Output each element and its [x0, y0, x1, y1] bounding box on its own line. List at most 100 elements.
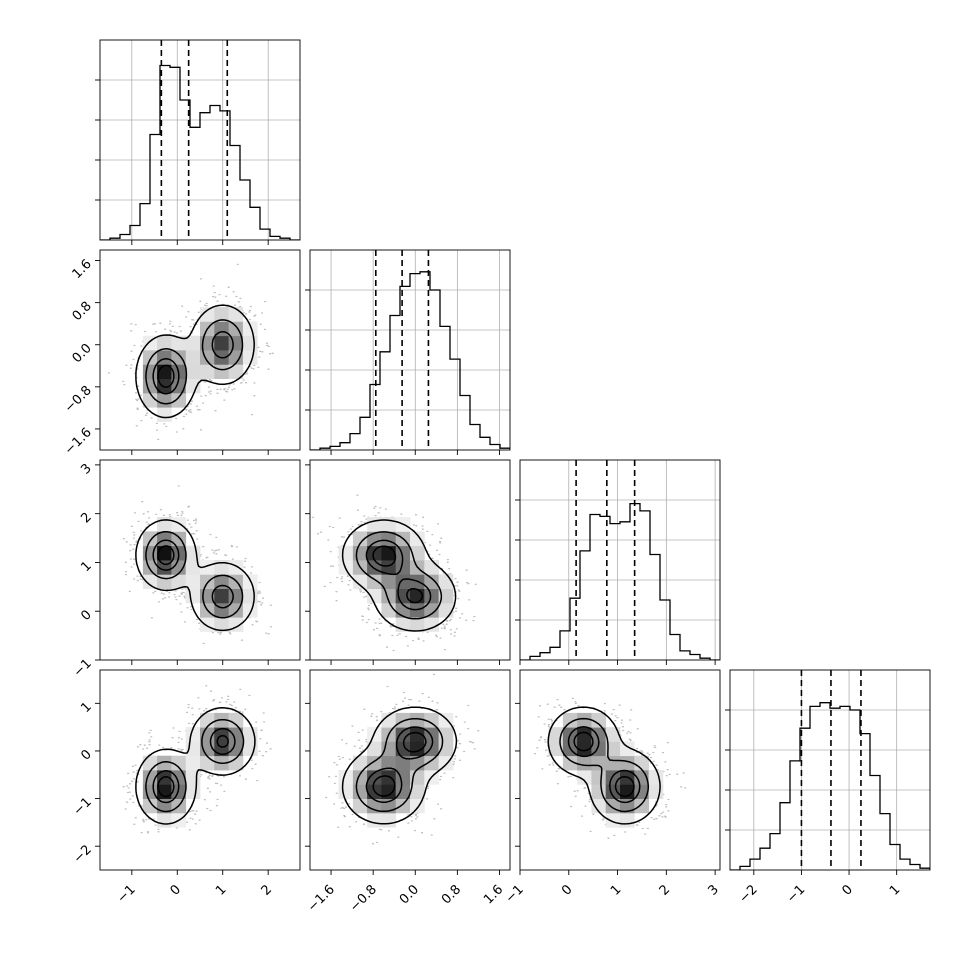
density-bin — [228, 364, 244, 379]
histogram-2 — [520, 502, 720, 660]
density-bin — [214, 307, 229, 322]
y-tick-label-3: 0 — [78, 747, 94, 763]
density-bin — [410, 784, 425, 799]
x-tick-label-2: −1 — [503, 882, 527, 906]
density-bin — [367, 798, 382, 814]
density-bin — [438, 588, 454, 604]
x-tick-label-2: 2 — [657, 882, 673, 898]
contour-line — [365, 539, 404, 576]
density-bin — [620, 784, 635, 799]
density-bin — [367, 741, 382, 757]
panel-frame — [99, 669, 301, 871]
contour-line — [152, 358, 180, 395]
density-bin — [424, 617, 439, 632]
contour-line — [145, 348, 188, 405]
panel-frame — [309, 459, 511, 661]
density-bin — [157, 335, 172, 351]
density-bin — [352, 798, 368, 814]
density-bin — [171, 517, 187, 532]
density-bin — [185, 545, 201, 561]
y-tick-label-2: 1 — [78, 559, 94, 575]
density-bin — [200, 364, 215, 379]
density-bin — [577, 770, 592, 785]
density-bin — [424, 755, 439, 771]
density-bin — [367, 560, 382, 575]
panel-2-2 — [520, 460, 720, 660]
panel-frame — [309, 669, 511, 871]
histogram-1 — [310, 271, 510, 450]
density-bin — [591, 770, 607, 785]
panel-1-0 — [107, 263, 274, 441]
contour-line — [135, 304, 255, 419]
density-bin — [352, 784, 368, 799]
x-tick-label-3: 0 — [839, 882, 855, 898]
x-tick-label-0: 1 — [213, 882, 229, 898]
contour-line — [216, 734, 229, 748]
contour-line — [355, 717, 444, 813]
density-bin — [142, 531, 158, 547]
density-bin — [395, 741, 411, 757]
contour-line — [135, 519, 255, 632]
density-bin — [157, 812, 172, 828]
density-bin — [228, 741, 244, 757]
density-bin — [242, 741, 258, 757]
density-bin — [200, 560, 215, 575]
density-bin — [214, 588, 229, 604]
density-bin — [338, 770, 354, 785]
contour-line — [355, 531, 443, 620]
density-bin — [214, 617, 229, 632]
y-tick-label-2: 2 — [78, 510, 94, 526]
density-bin — [367, 812, 382, 828]
contour-line — [152, 770, 180, 804]
y-tick-label-1: −0.8 — [62, 383, 95, 416]
density-bin — [142, 574, 158, 589]
contour-line — [372, 545, 397, 567]
density-bin — [352, 755, 368, 771]
density-bin — [157, 545, 172, 561]
density-bin — [352, 574, 368, 589]
density-bin — [648, 784, 664, 799]
density-bin — [381, 812, 397, 828]
density-bin — [424, 574, 439, 589]
density-bin — [381, 755, 397, 771]
density-bin — [620, 741, 635, 757]
density-bin — [214, 364, 229, 379]
density-bin — [352, 531, 368, 547]
density-bin — [591, 755, 607, 771]
y-tick-label-1: 1.6 — [70, 257, 95, 282]
density-bin — [157, 755, 172, 771]
density-bin — [185, 741, 201, 757]
x-tick-label-1: 0.8 — [439, 882, 464, 907]
panel-3-1 — [325, 673, 480, 845]
y-tick-label-2: 3 — [78, 461, 94, 477]
panel-1-1 — [310, 250, 510, 450]
density-bin — [171, 574, 187, 589]
density-bin — [352, 770, 368, 785]
density-bin — [381, 784, 397, 799]
density-bin — [605, 741, 621, 757]
contour-line — [547, 706, 661, 825]
density-bin — [410, 531, 425, 547]
contour-line — [157, 545, 175, 566]
density-bin — [185, 560, 201, 575]
density-bin — [410, 727, 425, 742]
y-tick-label-3: −2 — [71, 842, 95, 866]
density-bin — [338, 784, 354, 799]
x-tick-label-1: −0.8 — [347, 882, 380, 915]
density-bin — [242, 602, 258, 618]
density-bin — [367, 545, 382, 561]
x-tick-label-0: 0 — [168, 882, 184, 898]
x-tick-label-1: 0.0 — [397, 882, 422, 907]
y-tick-label-1: −1.6 — [62, 425, 95, 458]
contour-line — [209, 727, 236, 756]
density-bin — [157, 378, 172, 394]
density-bin — [200, 617, 215, 632]
contour-line — [406, 587, 424, 604]
density-bin — [142, 755, 158, 771]
density-bin — [242, 321, 258, 337]
contour-line — [365, 767, 403, 803]
density-bin — [410, 712, 425, 728]
density-bin — [352, 545, 368, 561]
histogram-0 — [100, 64, 300, 240]
